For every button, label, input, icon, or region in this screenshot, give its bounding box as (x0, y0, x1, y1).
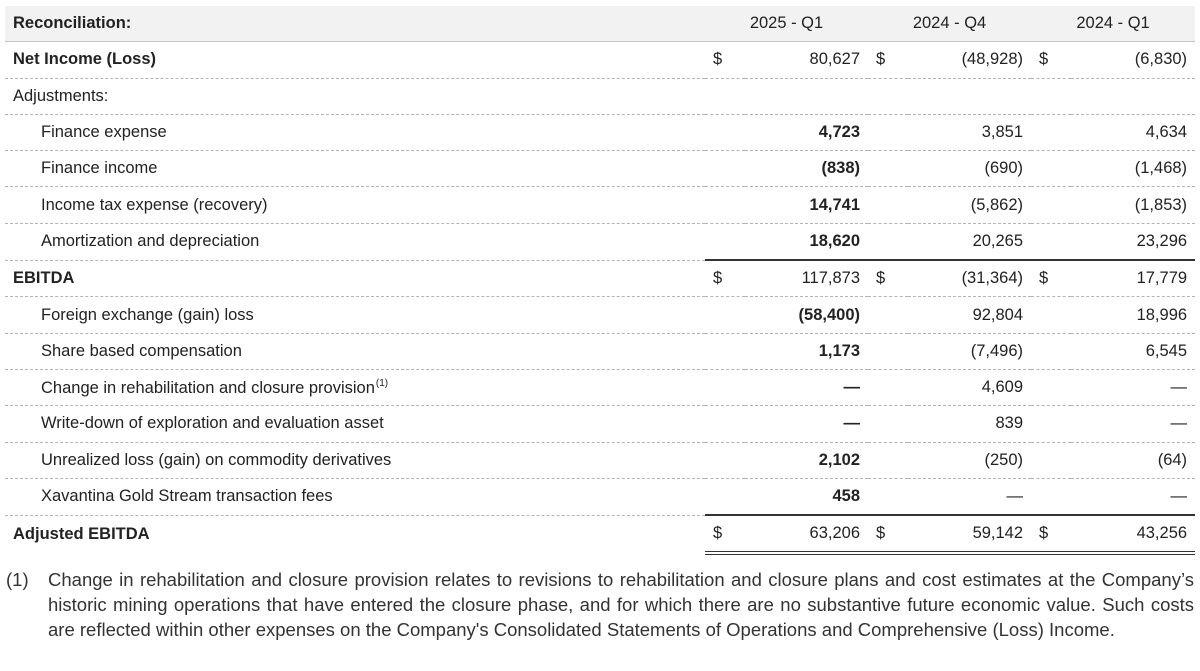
header-label: Reconciliation: (5, 6, 705, 43)
table-row-adjusted-ebitda: Adjusted EBITDA $ 63,206 $ 59,142 $ 43,2… (5, 514, 1196, 556)
table-header-row: Reconciliation: 2025 - Q1 2024 - Q4 2024… (5, 6, 1196, 43)
value-2025-q1: — (745, 405, 869, 443)
value-2024-q4: (250) (908, 442, 1032, 479)
row-label: Foreign exchange (gain) loss (5, 296, 705, 334)
value-2025-q1: 80,627 (745, 41, 869, 79)
value-2024-q4: — (908, 478, 1032, 516)
row-label: Share based compensation (5, 333, 705, 370)
value-2024-q4: 59,142 (908, 514, 1032, 556)
table-row-transaction-fees: Xavantina Gold Stream transaction fees 4… (5, 478, 1196, 516)
value-2024-q1: — (1071, 369, 1196, 407)
value-2024-q1: 18,996 (1071, 296, 1196, 334)
value-2024-q1: 17,779 (1071, 259, 1196, 298)
footnote: (1) Change in rehabilitation and closure… (6, 567, 1194, 642)
value-2024-q4: (7,496) (908, 333, 1032, 370)
value-2024-q4: 839 (908, 405, 1032, 443)
currency-symbol: $ (705, 514, 745, 556)
value-2024-q1: (6,830) (1071, 41, 1196, 79)
table-row-amortization: Amortization and depreciation 18,620 20,… (5, 223, 1196, 261)
table-row-commodity-derivatives: Unrealized loss (gain) on commodity deri… (5, 442, 1196, 479)
value-2024-q1: 6,545 (1071, 333, 1196, 370)
footnote-marker: (1) (6, 569, 29, 590)
table-row-ebitda: EBITDA $ 117,873 $ (31,364) $ 17,779 (5, 259, 1196, 298)
table-row-rehabilitation-provision: Change in rehabilitation and closure pro… (5, 369, 1196, 407)
currency-symbol: $ (868, 514, 909, 556)
value-2025-q1: — (745, 369, 869, 407)
footnote-reference: (1) (375, 377, 389, 389)
value-2024-q1: 43,256 (1071, 514, 1196, 556)
currency-symbol: $ (705, 41, 745, 79)
row-label: Change in rehabilitation and closure pro… (5, 369, 705, 407)
table-row-net-income: Net Income (Loss) $ 80,627 $ (48,928) $ … (5, 41, 1196, 79)
row-label-text: Change in rehabilitation and closure pro… (41, 378, 375, 397)
value-2024-q1: (1,468) (1071, 150, 1196, 188)
value-2024-q4: (5,862) (908, 186, 1032, 224)
value-2024-q1: (1,853) (1071, 186, 1196, 224)
value-2025-q1: 1,173 (745, 333, 869, 370)
currency-symbol: $ (1031, 41, 1072, 79)
row-label: Adjustments: (5, 78, 705, 115)
header-col-2024-q1: 2024 - Q1 (1031, 6, 1196, 43)
row-label: Adjusted EBITDA (13, 525, 150, 544)
header-col-2024-q4: 2024 - Q4 (868, 6, 1032, 43)
value-2024-q4: (690) (908, 150, 1032, 188)
row-label: Write-down of exploration and evaluation… (5, 405, 705, 443)
header-col-2025-q1: 2025 - Q1 (705, 6, 869, 43)
footnote-text: Change in rehabilitation and closure pro… (48, 569, 1194, 640)
value-2024-q4: (48,928) (908, 41, 1032, 79)
value-2025-q1: 2,102 (745, 442, 869, 479)
table-row-adjustments: Adjustments: (5, 78, 1196, 115)
value-2025-q1: 117,873 (745, 259, 869, 298)
value-2024-q4: 92,804 (908, 296, 1032, 334)
currency-symbol: $ (705, 259, 745, 298)
value-2025-q1: (58,400) (745, 296, 869, 334)
table-row-foreign-exchange: Foreign exchange (gain) loss (58,400) 92… (5, 296, 1196, 334)
row-label: Income tax expense (recovery) (5, 186, 705, 224)
table-row-finance-expense: Finance expense 4,723 3,851 4,634 (5, 114, 1196, 152)
currency-symbol: $ (868, 259, 909, 298)
row-label: Finance expense (5, 114, 705, 152)
row-label: Net Income (Loss) (5, 41, 705, 79)
value-2025-q1: (838) (745, 150, 869, 188)
row-label: Amortization and depreciation (5, 223, 705, 261)
value-2024-q1: 4,634 (1071, 114, 1196, 152)
currency-symbol: $ (1031, 259, 1072, 298)
row-label: Unrealized loss (gain) on commodity deri… (5, 442, 705, 479)
value-2025-q1: 4,723 (745, 114, 869, 152)
value-2024-q4: (31,364) (908, 259, 1032, 298)
table-row-income-tax: Income tax expense (recovery) 14,741 (5,… (5, 186, 1196, 224)
row-label: EBITDA (5, 260, 705, 298)
value-2024-q1: — (1071, 478, 1196, 516)
value-2024-q4: 4,609 (908, 369, 1032, 407)
table-row-finance-income: Finance income (838) (690) (1,468) (5, 150, 1196, 188)
value-2025-q1: 458 (745, 478, 869, 516)
value-2024-q4: 20,265 (908, 223, 1032, 261)
value-2025-q1: 63,206 (745, 514, 869, 556)
value-2025-q1: 18,620 (745, 223, 869, 261)
value-2025-q1: 14,741 (745, 186, 869, 224)
row-label: Xavantina Gold Stream transaction fees (5, 478, 705, 516)
value-2024-q4: 3,851 (908, 114, 1032, 152)
table-row-write-down: Write-down of exploration and evaluation… (5, 405, 1196, 443)
currency-symbol: $ (868, 41, 909, 79)
reconciliation-table: Reconciliation: 2025 - Q1 2024 - Q4 2024… (5, 6, 1196, 556)
value-2024-q1: (64) (1071, 442, 1196, 479)
row-label: Finance income (5, 150, 705, 188)
value-2024-q1: — (1071, 405, 1196, 443)
currency-symbol: $ (1031, 514, 1072, 556)
table-row-share-based-compensation: Share based compensation 1,173 (7,496) 6… (5, 333, 1196, 370)
value-2024-q1: 23,296 (1071, 223, 1196, 261)
